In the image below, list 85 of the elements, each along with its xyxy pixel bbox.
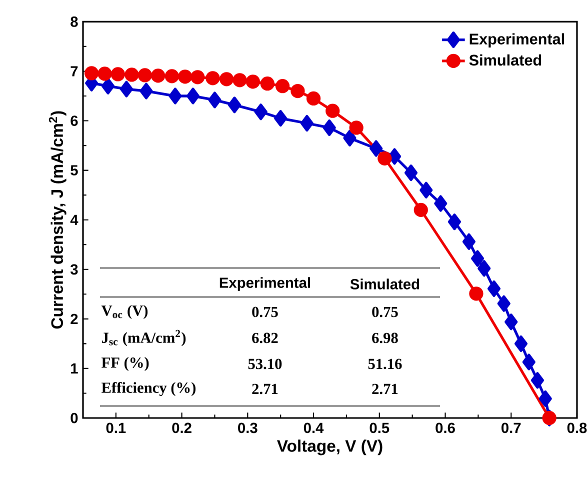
point [322,119,336,136]
annotation: 2.71 [372,384,398,394]
point [343,130,356,146]
y-tick-label: 6 [70,116,78,126]
point [124,68,139,82]
annotation: Efficiency (%) [102,382,196,396]
y-tick-label: 4 [70,214,78,225]
point [497,295,510,312]
y-tick-label: 1 [71,363,78,374]
point [349,120,364,135]
point [84,66,99,80]
annotation: 0.75 [372,306,398,318]
point [404,164,418,182]
annotation: 51.16 [368,358,402,370]
point [388,148,402,165]
legend-label: Experimental [470,33,564,48]
point [151,68,166,83]
x-tick-label: 0.2 [172,422,192,434]
y-tick-label: 3 [70,264,78,275]
y-tick-label: 8 [70,16,78,27]
point [274,110,288,127]
x-tick-label: 0.1 [106,422,126,434]
point [462,233,476,250]
point [138,68,152,82]
point [370,140,383,157]
y-tick-label: 5 [70,165,78,176]
point [101,78,115,94]
x-tick-label: 0.6 [436,422,455,434]
annotation: Experimental [220,277,310,291]
point [206,71,220,86]
point [276,79,290,94]
point [378,151,392,166]
point [164,69,179,84]
x-axis-title: Voltage, V (V) [277,440,382,456]
x-tick-label: 0.4 [304,422,324,434]
point [478,260,491,277]
point [504,314,518,330]
x-tick-label: 0.3 [238,422,258,434]
point [414,202,428,218]
x-tick-label: 0.7 [502,422,521,434]
point [260,76,274,91]
point [110,67,125,82]
point [487,280,501,297]
point [300,114,314,132]
point [538,390,552,407]
point [306,91,321,106]
point [228,96,242,114]
point [469,286,484,301]
annotation: 2.71 [252,384,278,394]
point [186,88,200,104]
point [326,104,340,118]
point [420,182,433,198]
point [522,354,536,370]
point [178,70,192,84]
point [246,74,260,89]
annotation: 6.82 [252,332,278,344]
point [448,214,462,230]
annotation: FF (%) [102,357,149,371]
y-tick-label: 0 [70,412,78,424]
x-tick-label: 0.8 [567,422,587,434]
annotation: 0.75 [252,306,278,318]
annotation: 53.10 [248,358,282,370]
annotation: Simulated [350,278,420,290]
annotation: 6.98 [372,332,398,344]
point [140,82,153,100]
point [434,195,448,212]
y-tick-label: 7 [70,66,78,76]
annotation: V$_{oc}$ (V) [101,305,148,319]
point [530,372,544,389]
y-axis-title: Current density, J (mA/cm$^{2}$) [48,111,66,329]
annotation: J$_{sc}$ (mA/cm$^{2}$) [102,330,186,346]
point [220,72,234,86]
point [168,88,182,104]
x-tick-label: 0.5 [370,422,390,434]
point [208,92,222,108]
point [470,250,484,267]
point [254,104,268,120]
point [190,70,205,84]
point [232,73,247,88]
point [290,84,305,98]
point [98,66,112,81]
point [514,335,528,352]
point [120,80,134,98]
legend-label: Simulated [469,54,542,66]
y-tick-label: 2 [70,314,78,324]
